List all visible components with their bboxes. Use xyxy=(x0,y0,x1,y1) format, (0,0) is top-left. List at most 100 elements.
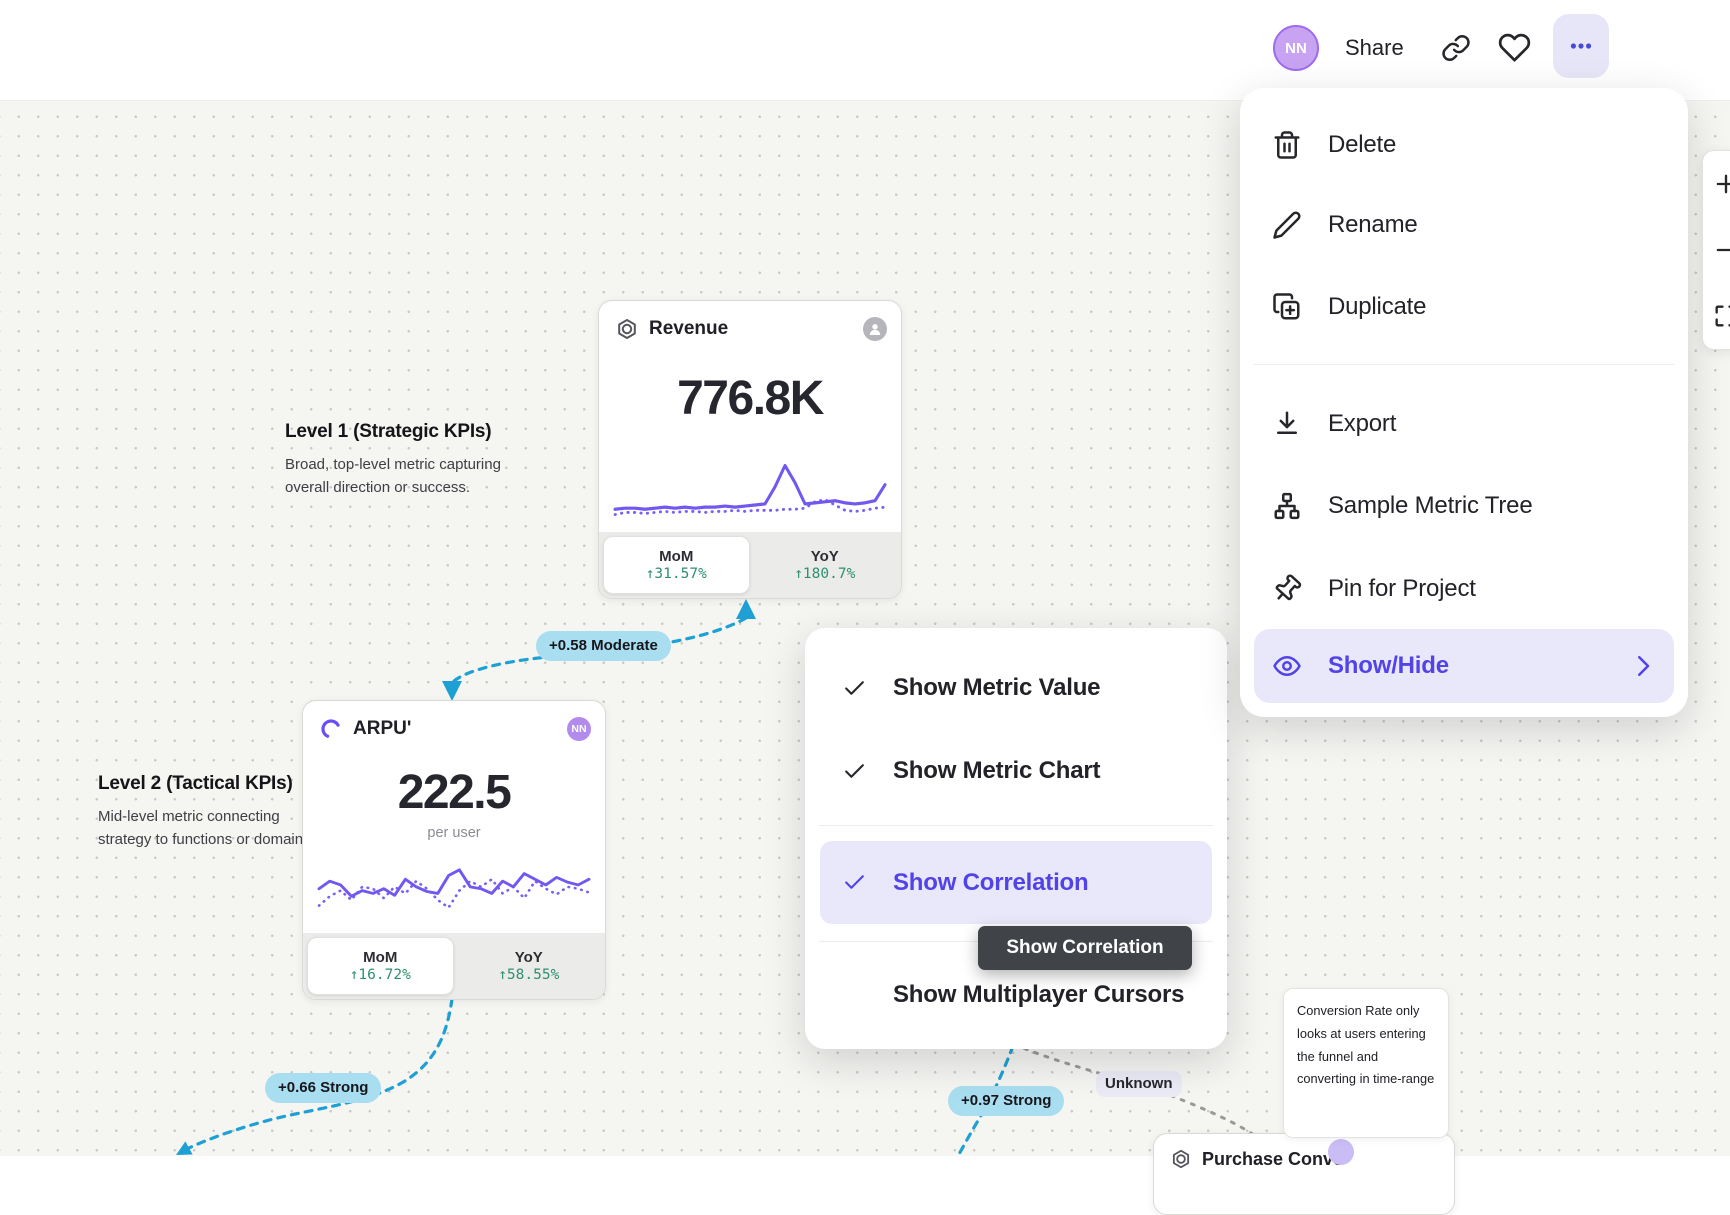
check-icon xyxy=(845,763,864,778)
chevron-right-icon xyxy=(1638,656,1650,676)
menu-item-show-hide[interactable]: Show/Hide xyxy=(1254,629,1674,703)
menu-item-label: Show Metric Chart xyxy=(893,757,1101,784)
zoom-in-button[interactable] xyxy=(1703,151,1730,217)
check-icon xyxy=(845,875,864,889)
menu-item-rename[interactable]: Rename xyxy=(1254,187,1674,263)
arpu-card-title: ARPU' xyxy=(353,718,412,739)
level1-desc-line2: overall direction or success. xyxy=(285,478,471,496)
menu-item-label: Show Correlation xyxy=(893,868,1089,896)
menu-item-label: Sample Metric Tree xyxy=(1328,492,1533,519)
menu-divider xyxy=(819,825,1213,826)
collaborator-avatar: NN xyxy=(567,717,591,741)
note-line: looks at users entering xyxy=(1297,1025,1426,1041)
yoy-change-value: ↑58.55% xyxy=(498,967,560,983)
revenue-comparison-line xyxy=(613,498,887,517)
metric-card-arpu[interactable]: ARPU' NN 222.5 per user MoM ↑16.72% YoY … xyxy=(302,700,606,1000)
menu-item-label: Pin for Project xyxy=(1328,575,1476,602)
menu-item-show-metric-chart[interactable]: Show Metric Chart xyxy=(820,733,1212,809)
metric-card-revenue[interactable]: Revenue 776.8K MoM ↑31.57% YoY ↑180.7% xyxy=(598,300,902,599)
level1-annotation: Level 1 (Strategic KPIs) Broad, top-leve… xyxy=(285,421,501,499)
menu-item-duplicate[interactable]: Duplicate xyxy=(1254,269,1674,345)
arpu-yoy-tab[interactable]: YoY ↑58.55% xyxy=(457,937,602,995)
level1-description: Broad, top-level metric capturing overal… xyxy=(285,454,501,499)
purchase-card-header: Purchase Conversion R xyxy=(1154,1134,1454,1171)
level2-description: Mid-level metric connecting strategy to … xyxy=(98,806,315,851)
yoy-label: YoY xyxy=(810,548,839,565)
user-avatar[interactable]: NN xyxy=(1273,25,1319,71)
menu-item-delete[interactable]: Delete xyxy=(1254,107,1674,183)
level2-desc-line1: Mid-level metric connecting xyxy=(98,808,280,825)
mom-label: MoM xyxy=(659,548,694,565)
metric-badge-icon xyxy=(618,319,636,339)
zoom-toolbar xyxy=(1702,150,1730,350)
level1-desc-line1: Broad, top-level metric capturing xyxy=(285,456,501,473)
favorite-heart-icon[interactable] xyxy=(1498,31,1531,64)
mom-change-value: ↑16.72% xyxy=(349,967,411,983)
context-menu: Delete Rename Duplicate Export Sample Me… xyxy=(1240,88,1688,717)
pencil-icon xyxy=(1273,211,1301,239)
correlation-badge-strong-2: +0.97 Strong xyxy=(948,1086,1065,1116)
note-line: converting in time-range xyxy=(1297,1071,1435,1087)
more-options-button[interactable] xyxy=(1553,14,1609,78)
eye-icon xyxy=(1273,656,1301,676)
menu-item-label: Show Multiplayer Cursors xyxy=(893,981,1185,1008)
check-icon xyxy=(845,680,864,695)
arpu-unit: per user xyxy=(427,825,481,841)
yoy-label: YoY xyxy=(514,949,543,966)
plus-icon xyxy=(1716,174,1730,194)
level2-title: Level 2 (Tactical KPIs) xyxy=(98,773,293,794)
menu-item-show-metric-value[interactable]: Show Metric Value xyxy=(820,650,1212,726)
revenue-card-header: Revenue xyxy=(599,301,901,341)
expand-icon xyxy=(1715,305,1730,327)
ellipsis-icon xyxy=(1570,43,1592,49)
metric-tree-icon xyxy=(1274,492,1300,520)
arpu-sparkline xyxy=(317,868,591,910)
canvas-note[interactable]: Conversion Rate only looks at users ente… xyxy=(1283,988,1449,1138)
revenue-sparkline xyxy=(613,463,887,517)
fit-view-button[interactable] xyxy=(1703,283,1730,349)
menu-item-label: Duplicate xyxy=(1328,293,1427,320)
minus-icon xyxy=(1716,248,1730,252)
trash-icon xyxy=(1274,131,1300,159)
app-header: NN Share xyxy=(0,0,1730,101)
menu-item-export[interactable]: Export xyxy=(1254,386,1674,462)
arpu-card-footer: MoM ↑16.72% YoY ↑58.55% xyxy=(303,933,605,999)
link-icon[interactable] xyxy=(1441,33,1471,63)
level2-desc-line2: strategy to functions or domains. xyxy=(98,830,315,848)
revenue-current-line xyxy=(613,463,887,511)
menu-item-label: Rename xyxy=(1328,211,1418,238)
correlation-badge-moderate: +0.58 Moderate xyxy=(536,631,671,661)
menu-item-label: Delete xyxy=(1328,131,1397,158)
download-icon xyxy=(1277,411,1297,434)
revenue-yoy-tab[interactable]: YoY ↑180.7% xyxy=(753,536,898,594)
level2-annotation: Level 2 (Tactical KPIs) Mid-level metric… xyxy=(98,773,315,851)
arpu-current-line xyxy=(317,868,591,898)
menu-item-pin-for-project[interactable]: Pin for Project xyxy=(1254,551,1674,627)
zoom-out-button[interactable] xyxy=(1703,217,1730,283)
menu-item-show-correlation[interactable]: Show Correlation xyxy=(820,841,1212,924)
duplicate-icon xyxy=(1273,293,1300,320)
yoy-change-value: ↑180.7% xyxy=(794,566,856,582)
menu-item-label: Show Metric Value xyxy=(893,674,1101,701)
purchase-card-title: Purchase Conversion R xyxy=(1202,1148,1340,1169)
menu-item-sample-metric-tree[interactable]: Sample Metric Tree xyxy=(1254,468,1674,544)
owner-avatar-icon xyxy=(863,317,887,341)
mom-label: MoM xyxy=(363,949,398,966)
person-icon xyxy=(869,324,881,335)
tooltip-show-correlation: Show Correlation xyxy=(978,926,1192,970)
correlation-badge-unknown: Unknown xyxy=(1096,1071,1182,1097)
mom-change-value: ↑31.57% xyxy=(645,566,707,582)
metric-badge-icon xyxy=(1172,1149,1190,1169)
revenue-value: 776.8K xyxy=(677,372,824,425)
note-line: the funnel and xyxy=(1297,1048,1379,1064)
menu-item-label: Show/Hide xyxy=(1328,652,1449,679)
menu-item-label: Export xyxy=(1328,410,1397,437)
revenue-card-footer: MoM ↑31.57% YoY ↑180.7% xyxy=(599,532,901,598)
revenue-mom-tab[interactable]: MoM ↑31.57% xyxy=(603,536,750,594)
arpu-value: 222.5 xyxy=(397,766,512,819)
menu-item-show-multiplayer-cursors[interactable]: Show Multiplayer Cursors xyxy=(820,956,1212,1034)
note-line: Conversion Rate only xyxy=(1297,1003,1420,1018)
metric-card-purchase-conversion[interactable]: Purchase Conversion R xyxy=(1153,1133,1455,1215)
share-button[interactable]: Share xyxy=(1345,35,1404,60)
arpu-mom-tab[interactable]: MoM ↑16.72% xyxy=(307,937,454,995)
